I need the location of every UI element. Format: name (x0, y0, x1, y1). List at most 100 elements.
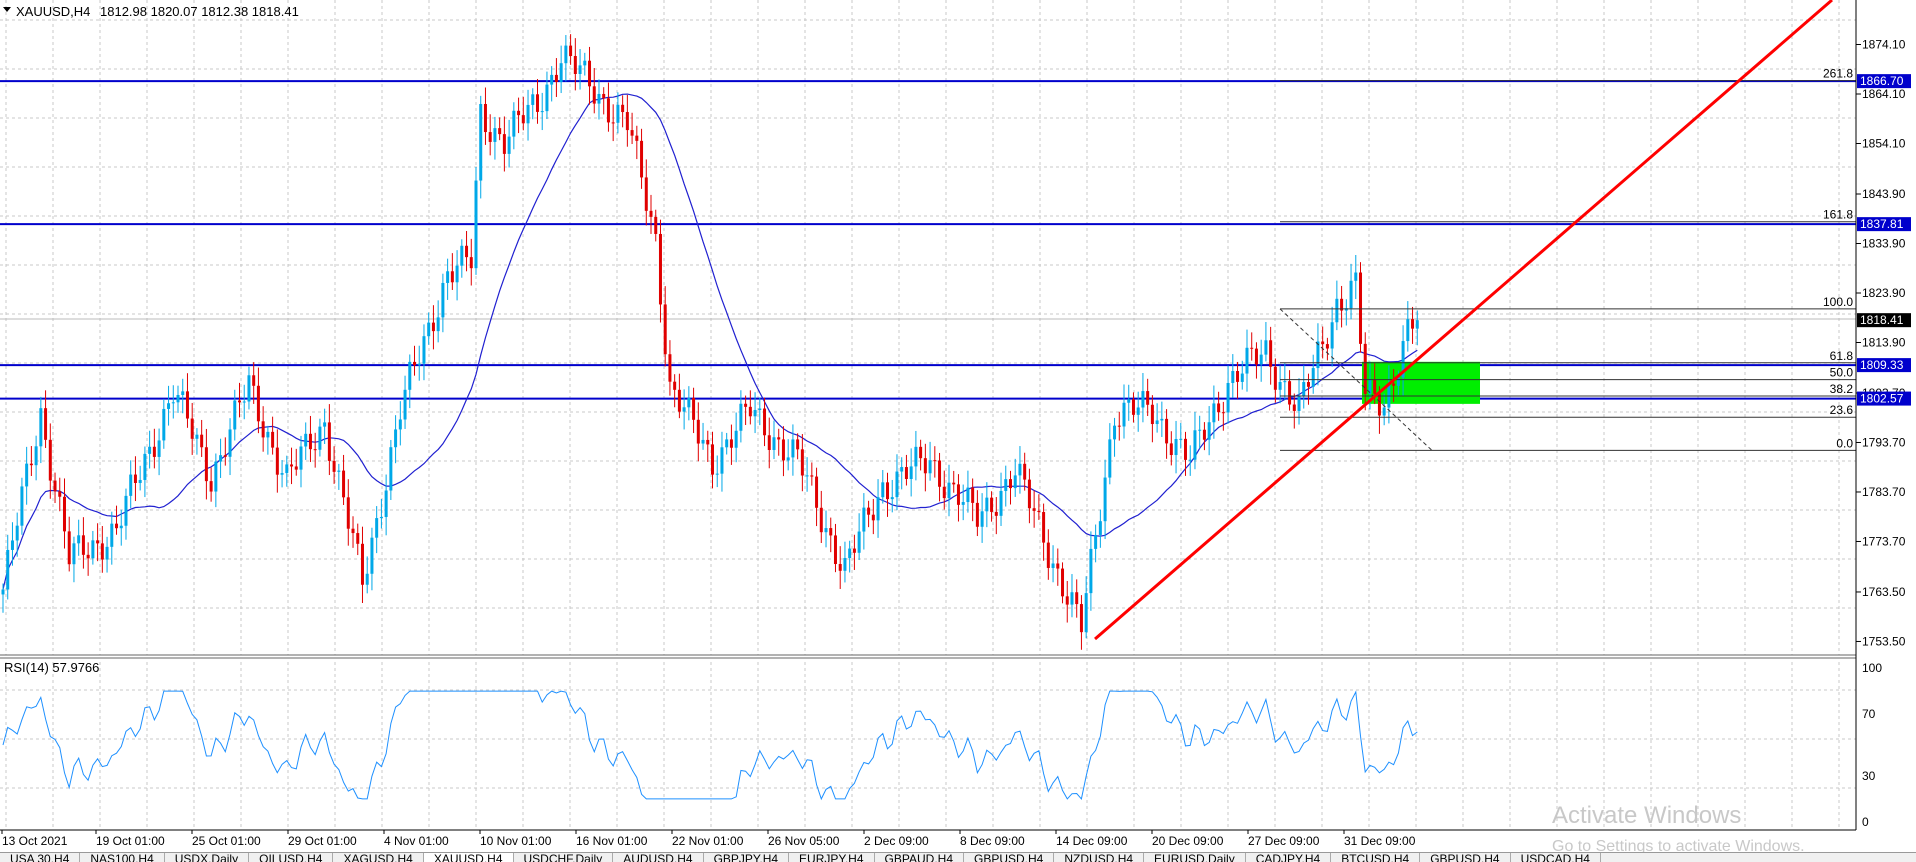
moving-average (2, 93, 1418, 590)
candle (1150, 395, 1154, 443)
candle (1340, 285, 1344, 328)
candle-body (654, 216, 658, 234)
candle (176, 385, 180, 413)
candle (564, 35, 568, 82)
price-tick-label: 1813.90 (1862, 335, 1906, 349)
candle (1359, 262, 1363, 353)
chart-tab[interactable]: USA 30,H4 (0, 853, 81, 862)
chart-tab[interactable]: AUDUSD,H4 (613, 853, 704, 862)
chart-tab[interactable]: GBPJPY,H4 (704, 853, 790, 862)
candle-body (86, 554, 90, 559)
candle (1155, 403, 1159, 433)
candle-body (1401, 341, 1405, 378)
chart-tab[interactable]: NAS100,H4 (80, 853, 165, 862)
candle (800, 434, 804, 492)
candle-body (1184, 438, 1187, 460)
chart-tab[interactable]: EURUSD,Daily (1144, 853, 1246, 862)
chart-tab[interactable]: XAUUSD,H4 (423, 853, 514, 862)
price-tag (1857, 391, 1911, 406)
candle (15, 512, 19, 557)
chart-tab[interactable]: GBPUSD,H4 (1420, 853, 1511, 862)
candle (1013, 458, 1017, 497)
candle (157, 428, 161, 476)
time-tick-label: 10 Nov 01:00 (480, 834, 552, 848)
candle-body (942, 486, 946, 499)
candle (190, 402, 194, 455)
candle (1032, 490, 1036, 528)
candle (815, 467, 819, 527)
candle (942, 470, 946, 510)
candle-body (1108, 439, 1112, 478)
candle-body (961, 502, 965, 505)
candle-body (384, 490, 388, 518)
candle-body (971, 487, 975, 503)
candle (1311, 354, 1315, 394)
candle (384, 474, 388, 536)
candle-body (91, 540, 95, 559)
candle (1221, 401, 1225, 431)
candle (498, 117, 502, 141)
candle (668, 340, 672, 396)
candle-body (1032, 508, 1036, 511)
chart-tab[interactable]: USDCAD,H4 (1511, 853, 1601, 862)
activate-windows-subtitle: Go to Settings to activate Windows. (1552, 838, 1805, 852)
candle-body (706, 439, 710, 445)
trend-line[interactable] (1094, 0, 1833, 641)
candle (171, 385, 175, 419)
candle-body (181, 391, 185, 395)
chart-tab[interactable]: GBPAUD,H4 (875, 853, 964, 862)
candle-body (233, 400, 237, 430)
candle-body (673, 381, 677, 390)
uptrend-line[interactable] (1094, 0, 1833, 641)
candle (890, 479, 894, 513)
support-zone-box[interactable] (1362, 361, 1480, 404)
candle (640, 128, 644, 189)
chart-tab[interactable]: GBPUSD,H4 (964, 853, 1055, 862)
chart-tab[interactable]: USDCHF,Daily (514, 853, 614, 862)
candle-body (62, 496, 66, 532)
candle (956, 474, 960, 522)
candle-body (34, 446, 38, 466)
candle (39, 396, 43, 464)
candle-body (791, 439, 795, 458)
chart-tab[interactable]: XAGUSD,H4 (333, 853, 424, 862)
chart-tab[interactable]: OILUSD,H4 (249, 853, 334, 862)
candle (592, 68, 596, 114)
candle-body (1297, 395, 1301, 411)
green-zone[interactable] (1362, 361, 1480, 404)
candle (275, 429, 279, 493)
candle-body (143, 453, 147, 480)
chart-tab[interactable]: BTCUSD,H4 (1331, 853, 1421, 862)
price-tick-label: 1773.70 (1862, 534, 1906, 548)
candle (1354, 255, 1358, 300)
time-tick-label: 2 Dec 09:00 (864, 834, 929, 848)
dropdown-icon[interactable] (3, 7, 11, 12)
chart-tab[interactable]: USDX,Daily (165, 853, 250, 862)
candle (994, 497, 998, 535)
chart-tab[interactable]: EURJPY,H4 (789, 853, 875, 862)
candle-body (238, 400, 241, 403)
candle-body (687, 397, 691, 408)
candle-body (1018, 463, 1022, 476)
candle (238, 382, 241, 418)
candle (876, 479, 880, 538)
candle (91, 530, 95, 565)
price-tag-text: 1818.41 (1860, 313, 1904, 327)
candle (682, 389, 686, 430)
candle-body (975, 502, 979, 527)
price-tick-label: 1874.10 (1862, 38, 1906, 52)
candle (290, 447, 294, 485)
candle (247, 366, 251, 410)
candle (152, 428, 156, 469)
candle (663, 286, 667, 367)
candle-body (72, 543, 76, 565)
candle (1406, 301, 1410, 352)
candle-body (640, 140, 644, 178)
candle (677, 373, 681, 419)
candle-body (115, 523, 119, 529)
candle-body (1363, 343, 1367, 394)
candle-body (1273, 366, 1277, 390)
chart-tab[interactable]: NZDUSD,H4 (1054, 853, 1145, 862)
chart-tab[interactable]: CADJPY,H4 (1246, 853, 1332, 862)
